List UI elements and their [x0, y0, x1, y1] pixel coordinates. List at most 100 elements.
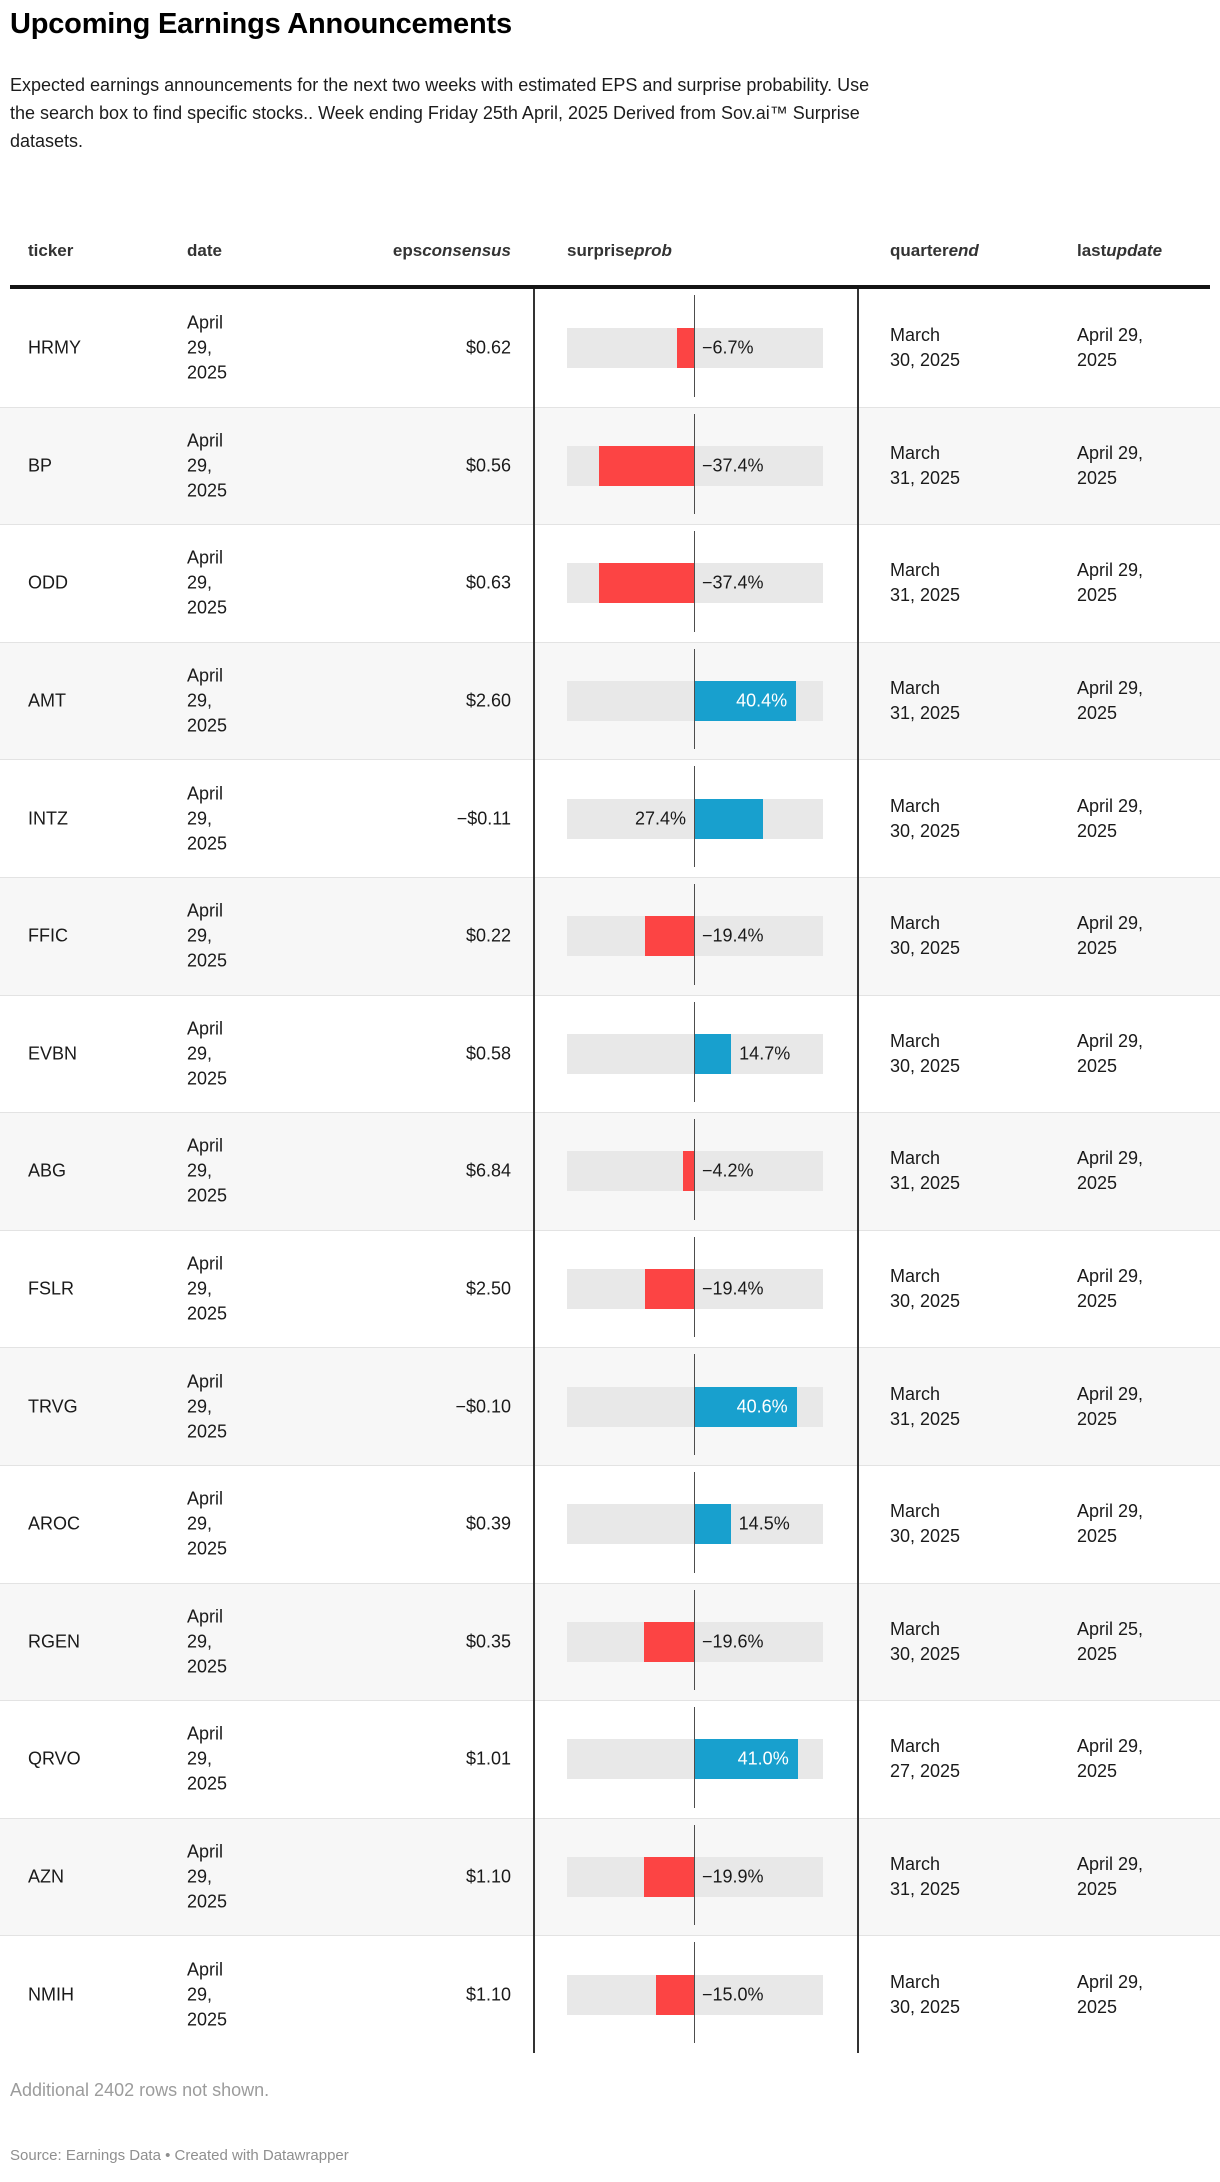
last-update-cell: April 29, 2025	[1077, 1501, 1144, 1547]
date-cell: April 29, 2025	[187, 1371, 228, 1442]
quarter-end-cell: March 30, 2025	[890, 913, 961, 959]
table-row: QRVO April 29, 2025 $1.01 41.0% March 27, 20…	[0, 1700, 1220, 1818]
column-separator-right	[857, 289, 859, 2053]
ticker-cell: HRMY	[28, 337, 81, 358]
ticker-cell: TRVG	[28, 1396, 78, 1417]
eps-consensus-cell: $1.10	[465, 1866, 511, 1887]
surprise-value-label: 27.4%	[634, 808, 686, 829]
table-row: BP April 29, 2025 $0.56 −37.4% March 31, 202…	[0, 406, 1220, 525]
ticker-cell: NMIH	[28, 1984, 74, 2005]
ticker-cell: RGEN	[28, 1631, 81, 1652]
column-header-lastupdate: lastupdate	[1077, 241, 1163, 260]
zero-line	[693, 1942, 696, 2043]
surprise-bar-negative	[599, 563, 694, 604]
eps-consensus-cell: $0.22	[465, 925, 511, 946]
table-row: AROC April 29, 2025 $0.39 14.5% March 30, 20…	[0, 1464, 1220, 1583]
eps-consensus-cell: $0.35	[465, 1631, 511, 1652]
zero-line	[693, 1119, 696, 1220]
surprise-value-label: −19.4%	[702, 925, 764, 946]
ticker-cell: FFIC	[28, 925, 68, 946]
ticker-cell: INTZ	[28, 808, 68, 829]
surprise-value-label: −6.7%	[702, 337, 754, 358]
date-cell: April 29, 2025	[187, 900, 228, 971]
zero-line	[693, 531, 696, 632]
last-update-cell: April 29, 2025	[1077, 1148, 1144, 1194]
page-title: Upcoming Earnings Announcements	[10, 8, 512, 40]
ticker-cell: FSLR	[28, 1278, 75, 1299]
table-row: ABG April 29, 2025 $6.84 −4.2% March 31, 202…	[0, 1112, 1220, 1230]
surprise-value-label: −15.0%	[702, 1984, 764, 2005]
surprise-value-label: −4.2%	[702, 1160, 754, 1181]
surprise-bar-positive	[694, 1386, 797, 1427]
surprise-bar-positive	[694, 1033, 732, 1074]
ticker-cell: QRVO	[28, 1748, 81, 1769]
quarter-end-cell: March 31, 2025	[890, 1148, 961, 1194]
zero-line	[693, 883, 696, 985]
surprise-bar-positive	[694, 1739, 798, 1780]
zero-line	[693, 1236, 696, 1338]
column-header-quarterend: quarterend	[890, 241, 979, 260]
last-update-cell: April 29, 2025	[1077, 442, 1144, 488]
surprise-bar-negative	[677, 327, 694, 368]
surprise-value-label: −19.4%	[702, 1278, 764, 1299]
date-cell: April 29, 2025	[187, 1723, 228, 1794]
surprise-bar-negative	[643, 1857, 694, 1898]
eps-consensus-cell: $2.50	[465, 1278, 511, 1299]
last-update-cell: April 29, 2025	[1077, 1971, 1144, 2017]
quarter-end-cell: March 31, 2025	[890, 560, 961, 606]
last-update-cell: April 29, 2025	[1077, 324, 1144, 370]
zero-line	[693, 1707, 696, 1808]
date-cell: April 29, 2025	[187, 1606, 228, 1677]
quarter-end-cell: March 30, 2025	[890, 1501, 961, 1547]
date-cell: April 29, 2025	[187, 1959, 228, 2030]
eps-consensus-cell: $1.01	[465, 1748, 511, 1769]
date-cell: April 29, 2025	[187, 783, 228, 854]
surprise-value-label: 14.5%	[738, 1513, 790, 1534]
date-cell: April 29, 2025	[187, 1135, 228, 1206]
quarter-end-cell: March 31, 2025	[890, 1854, 961, 1900]
eps-consensus-cell: −$0.10	[455, 1396, 511, 1417]
eps-consensus-cell: $0.39	[465, 1513, 511, 1534]
table-row: TRVG April 29, 2025 −$0.10 40.6% March 31, 2…	[0, 1347, 1220, 1465]
last-update-cell: April 29, 2025	[1077, 1030, 1144, 1076]
last-update-cell: April 29, 2025	[1077, 913, 1144, 959]
surprise-value-label: −37.4%	[702, 455, 764, 476]
page-description: Expected earnings announcements for the …	[10, 75, 870, 151]
last-update-cell: April 29, 2025	[1077, 1383, 1144, 1429]
surprise-bar-negative	[644, 1621, 694, 1662]
footnote: Additional 2402 rows not shown.	[10, 2080, 270, 2100]
date-cell: April 29, 2025	[187, 430, 228, 501]
eps-consensus-cell: −$0.11	[456, 808, 511, 829]
date-cell: April 29, 2025	[187, 1253, 228, 1324]
surprise-value-label: −37.4%	[702, 572, 764, 593]
column-header-epsconsensus: epsconsensus	[392, 241, 511, 260]
quarter-end-cell: March 30, 2025	[890, 324, 961, 370]
surprise-bar-negative	[683, 1151, 694, 1192]
zero-line	[693, 295, 696, 397]
quarter-end-cell: March 27, 2025	[890, 1736, 961, 1782]
zero-line	[693, 1354, 696, 1455]
ticker-cell: EVBN	[28, 1043, 78, 1064]
header-rule	[10, 285, 1210, 289]
eps-consensus-cell: $2.60	[465, 690, 511, 711]
eps-consensus-cell: $0.62	[465, 337, 511, 358]
table-row: EVBN April 29, 2025 $0.58 14.7% March 30, 20…	[0, 994, 1220, 1113]
ticker-cell: AMT	[28, 690, 66, 711]
surprise-bar-positive	[694, 681, 797, 722]
quarter-end-cell: March 30, 2025	[890, 1030, 961, 1076]
column-separator-left	[533, 289, 535, 2053]
date-cell: April 29, 2025	[187, 312, 228, 383]
surprise-value-label: −19.9%	[702, 1866, 764, 1887]
quarter-end-cell: March 30, 2025	[890, 1618, 961, 1664]
last-update-cell: April 25, 2025	[1077, 1618, 1144, 1664]
surprise-bar-positive	[694, 1504, 731, 1545]
quarter-end-cell: March 31, 2025	[890, 678, 961, 724]
zero-line	[693, 648, 696, 750]
table-row: FSLR April 29, 2025 $2.50 −19.4% March 30, 2…	[0, 1229, 1220, 1348]
date-cell: April 29, 2025	[187, 1488, 228, 1559]
surprise-value-label: 41.0%	[737, 1748, 789, 1769]
surprise-bar-negative	[656, 1974, 694, 2015]
last-update-cell: April 29, 2025	[1077, 1736, 1144, 1782]
source-line: Source: Earnings Data • Created with Dat…	[10, 2147, 349, 2164]
zero-line	[693, 1471, 696, 1573]
